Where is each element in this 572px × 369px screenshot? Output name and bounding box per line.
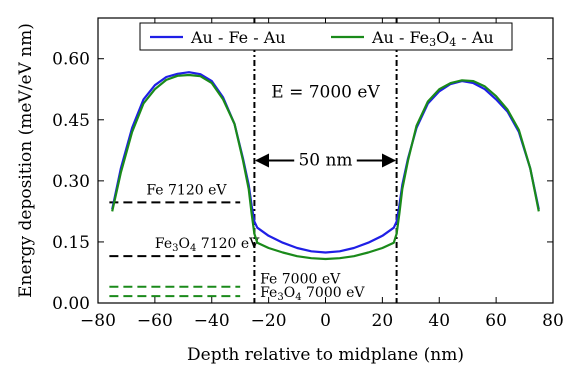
x-tick-label-6: 40 — [428, 311, 450, 331]
width-annotation: 50 nm — [298, 151, 352, 171]
series-line-1 — [111, 73, 540, 261]
y-axis-label: Energy deposition (meV/eV nm) — [16, 23, 36, 298]
y-tick-label-3: 0.45 — [52, 111, 90, 131]
width-label-bg — [294, 148, 357, 169]
y-tick-label-0: 0.00 — [52, 294, 90, 314]
y-tick-label-1: 0.15 — [52, 233, 90, 253]
reference-label-1: Fe3O4 7120 eV — [155, 236, 260, 254]
x-tick-label-2: −40 — [194, 311, 230, 331]
x-tick-label-8: 80 — [542, 311, 564, 331]
x-tick-label-5: 20 — [372, 311, 394, 331]
legend-box — [139, 22, 513, 51]
x-tick-label-4: 0 — [320, 311, 331, 331]
legend-label-1: Au - Fe3O4 - Au — [371, 28, 494, 49]
x-tick-label-7: 60 — [485, 311, 507, 331]
energy-annotation: E = 7000 eV — [271, 82, 380, 102]
legend: Au - Fe - Au Au - Fe3O4 - Au — [139, 22, 513, 51]
x-tick-label-0: −80 — [80, 311, 116, 331]
reference-label-0: Fe 7120 eV — [146, 182, 227, 198]
x-tick-label-3: −20 — [251, 311, 287, 331]
reference-label-2: Fe 7000 eV — [260, 272, 341, 288]
y-tick-label-4: 0.60 — [52, 50, 90, 70]
y-tick-label-2: 0.30 — [52, 172, 90, 192]
x-tick-label-1: −60 — [137, 311, 173, 331]
reference-label-3: Fe3O4 7000 eV — [260, 285, 365, 303]
legend-label-0: Au - Fe - Au — [190, 28, 286, 47]
x-axis-label: Depth relative to midplane (nm) — [187, 345, 464, 365]
